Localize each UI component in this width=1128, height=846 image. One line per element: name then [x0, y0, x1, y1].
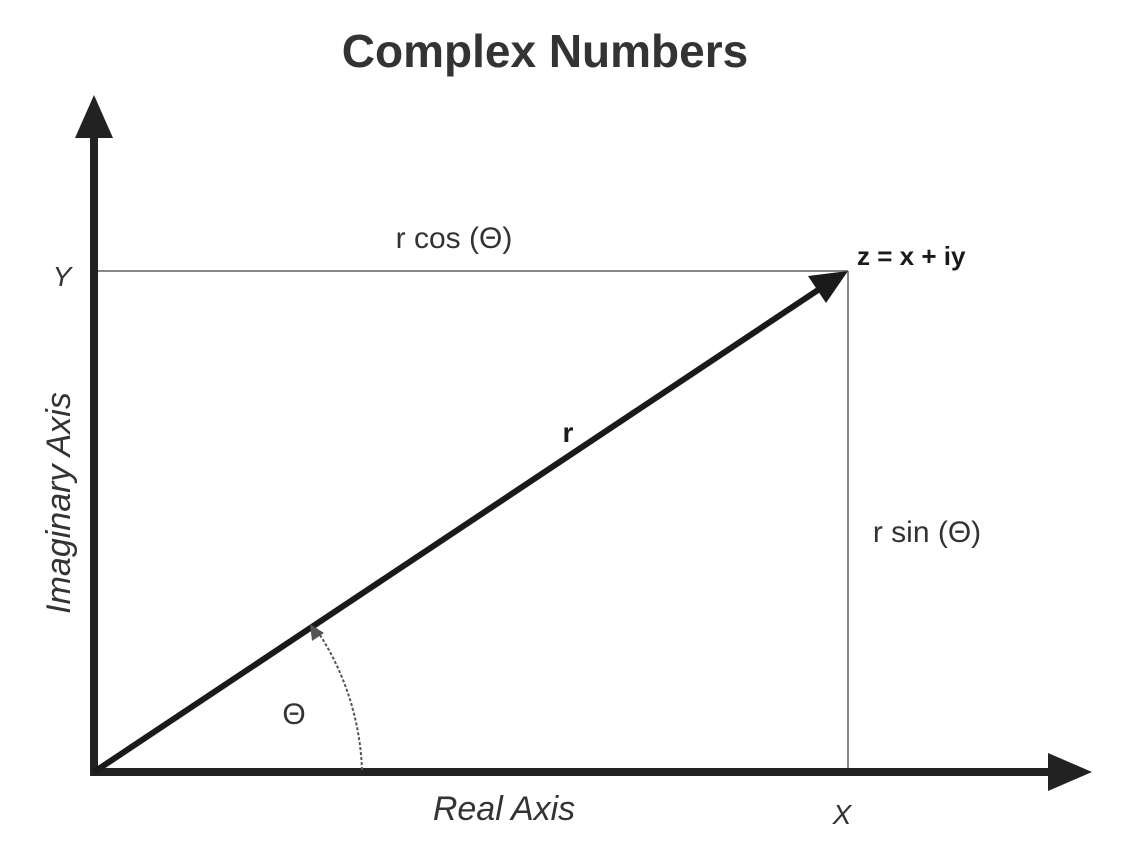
angle-theta-arc — [317, 631, 363, 771]
vector-r-label: r — [563, 417, 574, 448]
theta-label: Θ — [282, 698, 305, 731]
vector-r-line — [92, 287, 820, 775]
vector-r-arrowhead — [808, 271, 848, 303]
z-point-label: z = x + iy — [857, 241, 966, 271]
real-axis-label: Real Axis — [433, 790, 575, 828]
y-tick-label: Y — [53, 261, 74, 292]
imaginary-axis-label: Imaginary Axis — [40, 392, 78, 614]
imaginary-axis-arrowhead — [75, 95, 113, 138]
x-tick-label: X — [832, 799, 853, 830]
angle-theta-arrowhead — [310, 624, 324, 641]
diagram-title: Complex Numbers — [342, 25, 748, 77]
r-cos-theta-label: r cos (Θ) — [396, 222, 513, 255]
real-axis-arrowhead — [1048, 753, 1092, 791]
r-sin-theta-label: r sin (Θ) — [873, 516, 981, 549]
